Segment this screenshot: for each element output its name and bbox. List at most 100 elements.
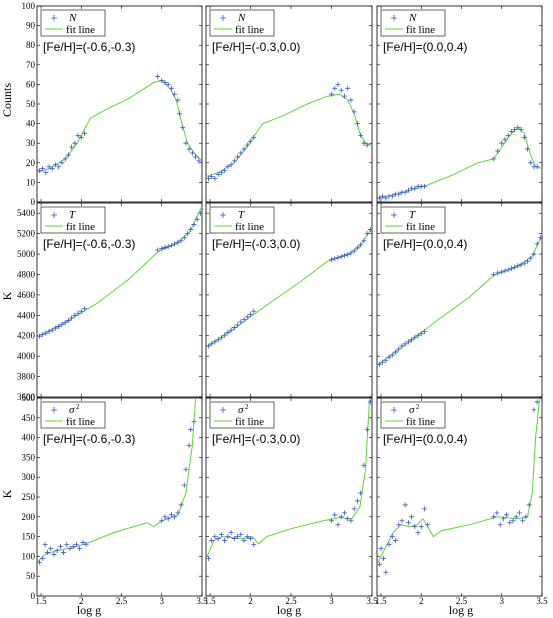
data-point-counts-col2 (364, 142, 370, 148)
legend-fit-label: fit line (406, 221, 435, 233)
data-point-counts-col1 (72, 140, 78, 146)
data-point-counts-col1 (165, 81, 171, 87)
y-tick-label: 4800 (17, 269, 36, 279)
data-point-variance-col1 (48, 545, 54, 551)
data-point-temperature-col1 (175, 239, 181, 245)
y-tick-label: 5200 (17, 229, 36, 239)
data-point-temperature-col2 (222, 332, 228, 338)
data-point-counts-col1 (176, 111, 182, 117)
xlabel-col3: log g (449, 603, 473, 617)
data-point-temperature-col2 (329, 257, 335, 263)
data-point-temperature-col2 (231, 325, 237, 331)
data-point-counts-col1 (180, 125, 186, 131)
x-tick-label: 2 (248, 596, 253, 606)
panel-variance-col3: σ 2 fit line [Fe/H]=(0.0,0.4) (376, 397, 543, 597)
data-point-temperature-col3 (521, 260, 527, 266)
legend-box (209, 9, 275, 37)
data-point-temperature-col1 (59, 322, 65, 328)
data-point-variance-col1 (37, 559, 42, 565)
data-point-temperature-col3 (518, 262, 524, 268)
legend-variance-col1: σ 2 fit line (40, 401, 106, 429)
data-point-temperature-col3 (415, 333, 421, 339)
data-point-variance-col3 (510, 518, 516, 524)
legend-box (40, 401, 106, 429)
data-point-temperature-col1 (185, 231, 191, 237)
plot-frame-temperature-col3 (376, 202, 543, 398)
data-point-variance-col1 (172, 514, 178, 520)
y-tick-label: 350 (22, 452, 36, 462)
legend-symbol: σ (69, 404, 75, 416)
y-tick-label: 4200 (17, 331, 36, 341)
feh-annotation: [Fe/H]=(-0.6,-0.3) (43, 40, 135, 54)
data-point-variance-col3 (425, 522, 431, 528)
data-point-counts-col1 (196, 158, 202, 164)
data-point-counts-col3 (377, 195, 382, 201)
y-tick-label: 80 (26, 40, 36, 50)
y-tick-label: 20 (26, 158, 36, 168)
x-tick-label: 3 (160, 596, 165, 606)
data-point-temperature-col3 (525, 258, 531, 264)
data-point-variance-col1 (73, 542, 79, 548)
y-tick-label: 0 (31, 591, 36, 601)
data-point-temperature-col2 (367, 227, 372, 233)
data-point-counts-col3 (421, 183, 427, 189)
data-point-temperature-col1 (188, 227, 194, 233)
data-point-variance-col2 (225, 534, 231, 540)
data-point-temperature-col2 (361, 238, 367, 244)
data-point-counts-col3 (402, 189, 408, 195)
data-point-variance-col1 (67, 545, 73, 551)
data-point-counts-col2 (329, 91, 335, 97)
data-point-temperature-col3 (534, 241, 540, 247)
data-point-variance-col2 (348, 518, 354, 524)
legend-box (40, 206, 106, 234)
data-point-counts-col2 (251, 134, 257, 140)
data-point-counts-col2 (206, 175, 211, 181)
data-point-counts-col3 (502, 136, 508, 142)
data-point-temperature-col3 (531, 251, 537, 257)
data-point-temperature-col3 (383, 357, 389, 363)
legend-symbol-sup: 2 (245, 403, 249, 411)
data-point-temperature-col1 (49, 327, 55, 333)
data-point-temperature-col2 (244, 314, 250, 320)
data-point-temperature-col1 (56, 324, 62, 330)
data-point-counts-col1 (46, 164, 52, 170)
plot-frame-variance-col1 (36, 397, 203, 597)
x-tick-label: 2.5 (116, 596, 128, 606)
plot-area-variance-col2 (206, 398, 372, 561)
data-point-temperature-col3 (377, 361, 382, 367)
data-point-counts-col1 (49, 166, 55, 172)
legend-variance-col2: σ 2 fit line (209, 401, 275, 429)
data-point-counts-col2 (361, 140, 367, 146)
data-point-counts-col1 (78, 134, 84, 140)
legend-fit-label: fit line (235, 24, 264, 36)
data-point-variance-col3 (491, 514, 497, 520)
data-point-variance-col2 (329, 518, 335, 524)
data-point-variance-col3 (380, 555, 386, 561)
y-tick-label: 3800 (17, 372, 36, 382)
data-point-variance-col1 (183, 466, 189, 472)
data-point-counts-col1 (162, 79, 168, 85)
y-tick-label: 60 (26, 79, 36, 89)
data-point-counts-col3 (380, 193, 386, 199)
x-tick-label: 1.5 (375, 596, 387, 606)
y-tick-label: 5400 (17, 208, 36, 218)
data-point-counts-col3 (508, 128, 514, 134)
y-tick-label: 4000 (17, 351, 36, 361)
data-point-variance-col1 (188, 427, 194, 433)
data-point-temperature-col2 (354, 245, 360, 251)
legend-marker-icon (51, 407, 57, 413)
data-point-counts-col1 (40, 166, 46, 172)
data-point-variance-col3 (402, 502, 408, 508)
data-point-counts-col3 (383, 195, 389, 201)
data-point-temperature-col3 (495, 270, 501, 276)
y-tick-label: 300 (22, 472, 36, 482)
data-point-counts-col1 (65, 152, 71, 158)
data-point-variance-col3 (393, 538, 399, 544)
data-point-variance-col3 (409, 514, 415, 520)
data-point-temperature-col1 (162, 244, 168, 250)
data-point-counts-col2 (332, 85, 338, 91)
data-point-temperature-col3 (380, 359, 386, 365)
